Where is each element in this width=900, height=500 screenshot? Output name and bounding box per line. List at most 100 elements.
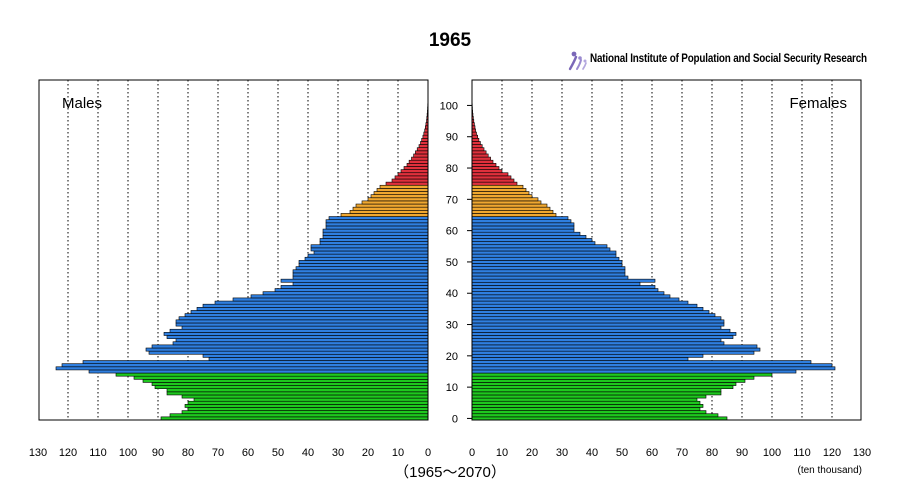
male-bar-age-91 <box>423 131 429 136</box>
female-bar-age-27 <box>471 332 737 336</box>
female-bar-age-64 <box>471 216 569 220</box>
male-bar-age-29 <box>181 325 429 330</box>
age-axis: 0 10 20 30 40 50 60 70 80 90 100 <box>440 100 472 425</box>
male-bar-age-50 <box>298 260 429 264</box>
x-label-male-10: 10 <box>392 447 404 459</box>
male-bar-age-79 <box>400 169 429 174</box>
male-bar-age-35 <box>196 307 429 311</box>
female-bar-age-88 <box>471 141 481 145</box>
period-label: （1965～2070） <box>394 464 506 481</box>
male-bar-age-63 <box>325 219 429 224</box>
male-bar-age-54 <box>310 247 429 252</box>
age-label-0: 0 <box>452 413 458 425</box>
female-bar-age-23 <box>471 344 758 349</box>
female-bar-age-18 <box>471 360 812 364</box>
male-bar-age-43 <box>292 281 429 286</box>
female-bar-age-56 <box>471 241 596 246</box>
x-label-female-80: 80 <box>706 447 718 459</box>
female-bar-age-84 <box>471 153 489 158</box>
male-bar-age-30 <box>175 322 429 327</box>
male-bar-age-15 <box>88 369 429 374</box>
female-bar-age-77 <box>471 175 512 180</box>
male-bar-age-90 <box>422 134 429 139</box>
female-bar-age-78 <box>471 172 509 177</box>
male-bar-age-74 <box>379 184 429 189</box>
female-bar-age-48 <box>471 266 626 271</box>
female-bar-age-15 <box>471 369 797 374</box>
female-bar-age-26 <box>471 335 734 339</box>
male-bar-age-47 <box>292 269 429 274</box>
female-bar-age-47 <box>471 269 626 274</box>
male-bar-age-21 <box>148 350 429 355</box>
male-bar-age-41 <box>274 288 429 292</box>
female-bar-age-90 <box>471 134 478 139</box>
male-bar-age-7 <box>181 394 429 399</box>
male-gridlines <box>67 80 399 420</box>
age-label-90: 90 <box>446 132 458 144</box>
x-label-female-90: 90 <box>736 447 748 459</box>
female-bar-age-83 <box>471 156 491 161</box>
female-bar-age-76 <box>471 178 515 183</box>
male-bar-age-82 <box>408 159 429 164</box>
female-bar-age-1 <box>471 413 719 418</box>
male-bar-age-46 <box>292 272 429 277</box>
x-label-male-90: 90 <box>152 447 164 459</box>
female-bar-age-6 <box>471 397 698 402</box>
male-bar-age-4 <box>184 404 429 408</box>
female-bar-age-72 <box>471 191 530 195</box>
male-bar-age-60 <box>322 228 429 233</box>
female-bar-age-16 <box>471 366 836 371</box>
age-label-80: 80 <box>446 163 458 175</box>
male-bar-age-31 <box>175 319 429 324</box>
male-bar-age-58 <box>322 235 429 239</box>
female-plot-frame <box>471 79 862 421</box>
female-bar-age-22 <box>471 347 761 352</box>
x-label-female-60: 60 <box>646 447 658 459</box>
x-label-female-110: 110 <box>793 447 811 459</box>
female-bar-age-41 <box>471 288 659 292</box>
female-bar-age-39 <box>471 294 671 299</box>
male-bar-age-6 <box>193 397 429 402</box>
male-bar-age-73 <box>376 188 429 192</box>
age-label-100: 100 <box>440 100 458 112</box>
female-bar-age-40 <box>471 291 665 296</box>
female-bar-age-57 <box>471 238 593 242</box>
female-bar-age-60 <box>471 228 575 233</box>
male-bar-age-40 <box>262 291 429 296</box>
female-bar-age-17 <box>471 363 833 368</box>
female-bar-age-82 <box>471 159 494 164</box>
male-bar-age-76 <box>391 178 429 183</box>
age-label-20: 20 <box>446 351 458 363</box>
female-bar-age-8 <box>471 391 722 396</box>
male-bar-age-72 <box>373 191 429 195</box>
female-bar-age-37 <box>471 300 689 305</box>
x-label-male-0: 0 <box>425 447 431 459</box>
male-bar-age-61 <box>325 225 429 230</box>
male-bar-age-38 <box>232 297 429 302</box>
female-bar-age-12 <box>471 379 746 383</box>
male-bar-age-26 <box>166 335 429 339</box>
female-bar-age-54 <box>471 247 611 252</box>
x-label-male-20: 20 <box>362 447 374 459</box>
female-bar-age-92 <box>471 128 476 133</box>
female-bar-age-62 <box>471 222 575 227</box>
female-bar-age-13 <box>471 375 755 380</box>
male-bar-age-22 <box>145 347 429 352</box>
female-bar-age-80 <box>471 166 500 170</box>
male-bar-age-51 <box>304 256 429 261</box>
female-bar-age-20 <box>471 353 704 358</box>
male-bar-age-25 <box>175 338 429 343</box>
female-bar-age-86 <box>471 147 485 152</box>
male-bars <box>55 103 429 421</box>
male-bar-age-27 <box>163 332 429 336</box>
male-plot-frame <box>38 79 429 421</box>
female-bar-age-71 <box>471 194 533 199</box>
x-label-male-70: 70 <box>212 447 224 459</box>
female-bar-age-55 <box>471 244 608 249</box>
female-bar-age-33 <box>471 313 716 318</box>
male-bar-age-12 <box>142 379 429 383</box>
male-bar-age-34 <box>190 310 429 314</box>
female-bar-age-46 <box>471 272 626 277</box>
male-bar-age-77 <box>394 175 429 180</box>
female-bar-age-79 <box>471 169 503 174</box>
